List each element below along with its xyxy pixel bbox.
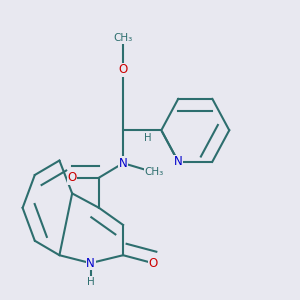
Text: O: O [148, 256, 158, 270]
Text: CH₃: CH₃ [113, 33, 133, 43]
Text: O: O [68, 171, 77, 184]
Text: CH₃: CH₃ [145, 167, 164, 177]
Text: N: N [119, 157, 128, 170]
Text: H: H [87, 277, 94, 286]
Text: O: O [118, 63, 128, 76]
Text: N: N [174, 155, 183, 168]
Text: N: N [86, 256, 95, 270]
Text: H: H [144, 133, 152, 143]
